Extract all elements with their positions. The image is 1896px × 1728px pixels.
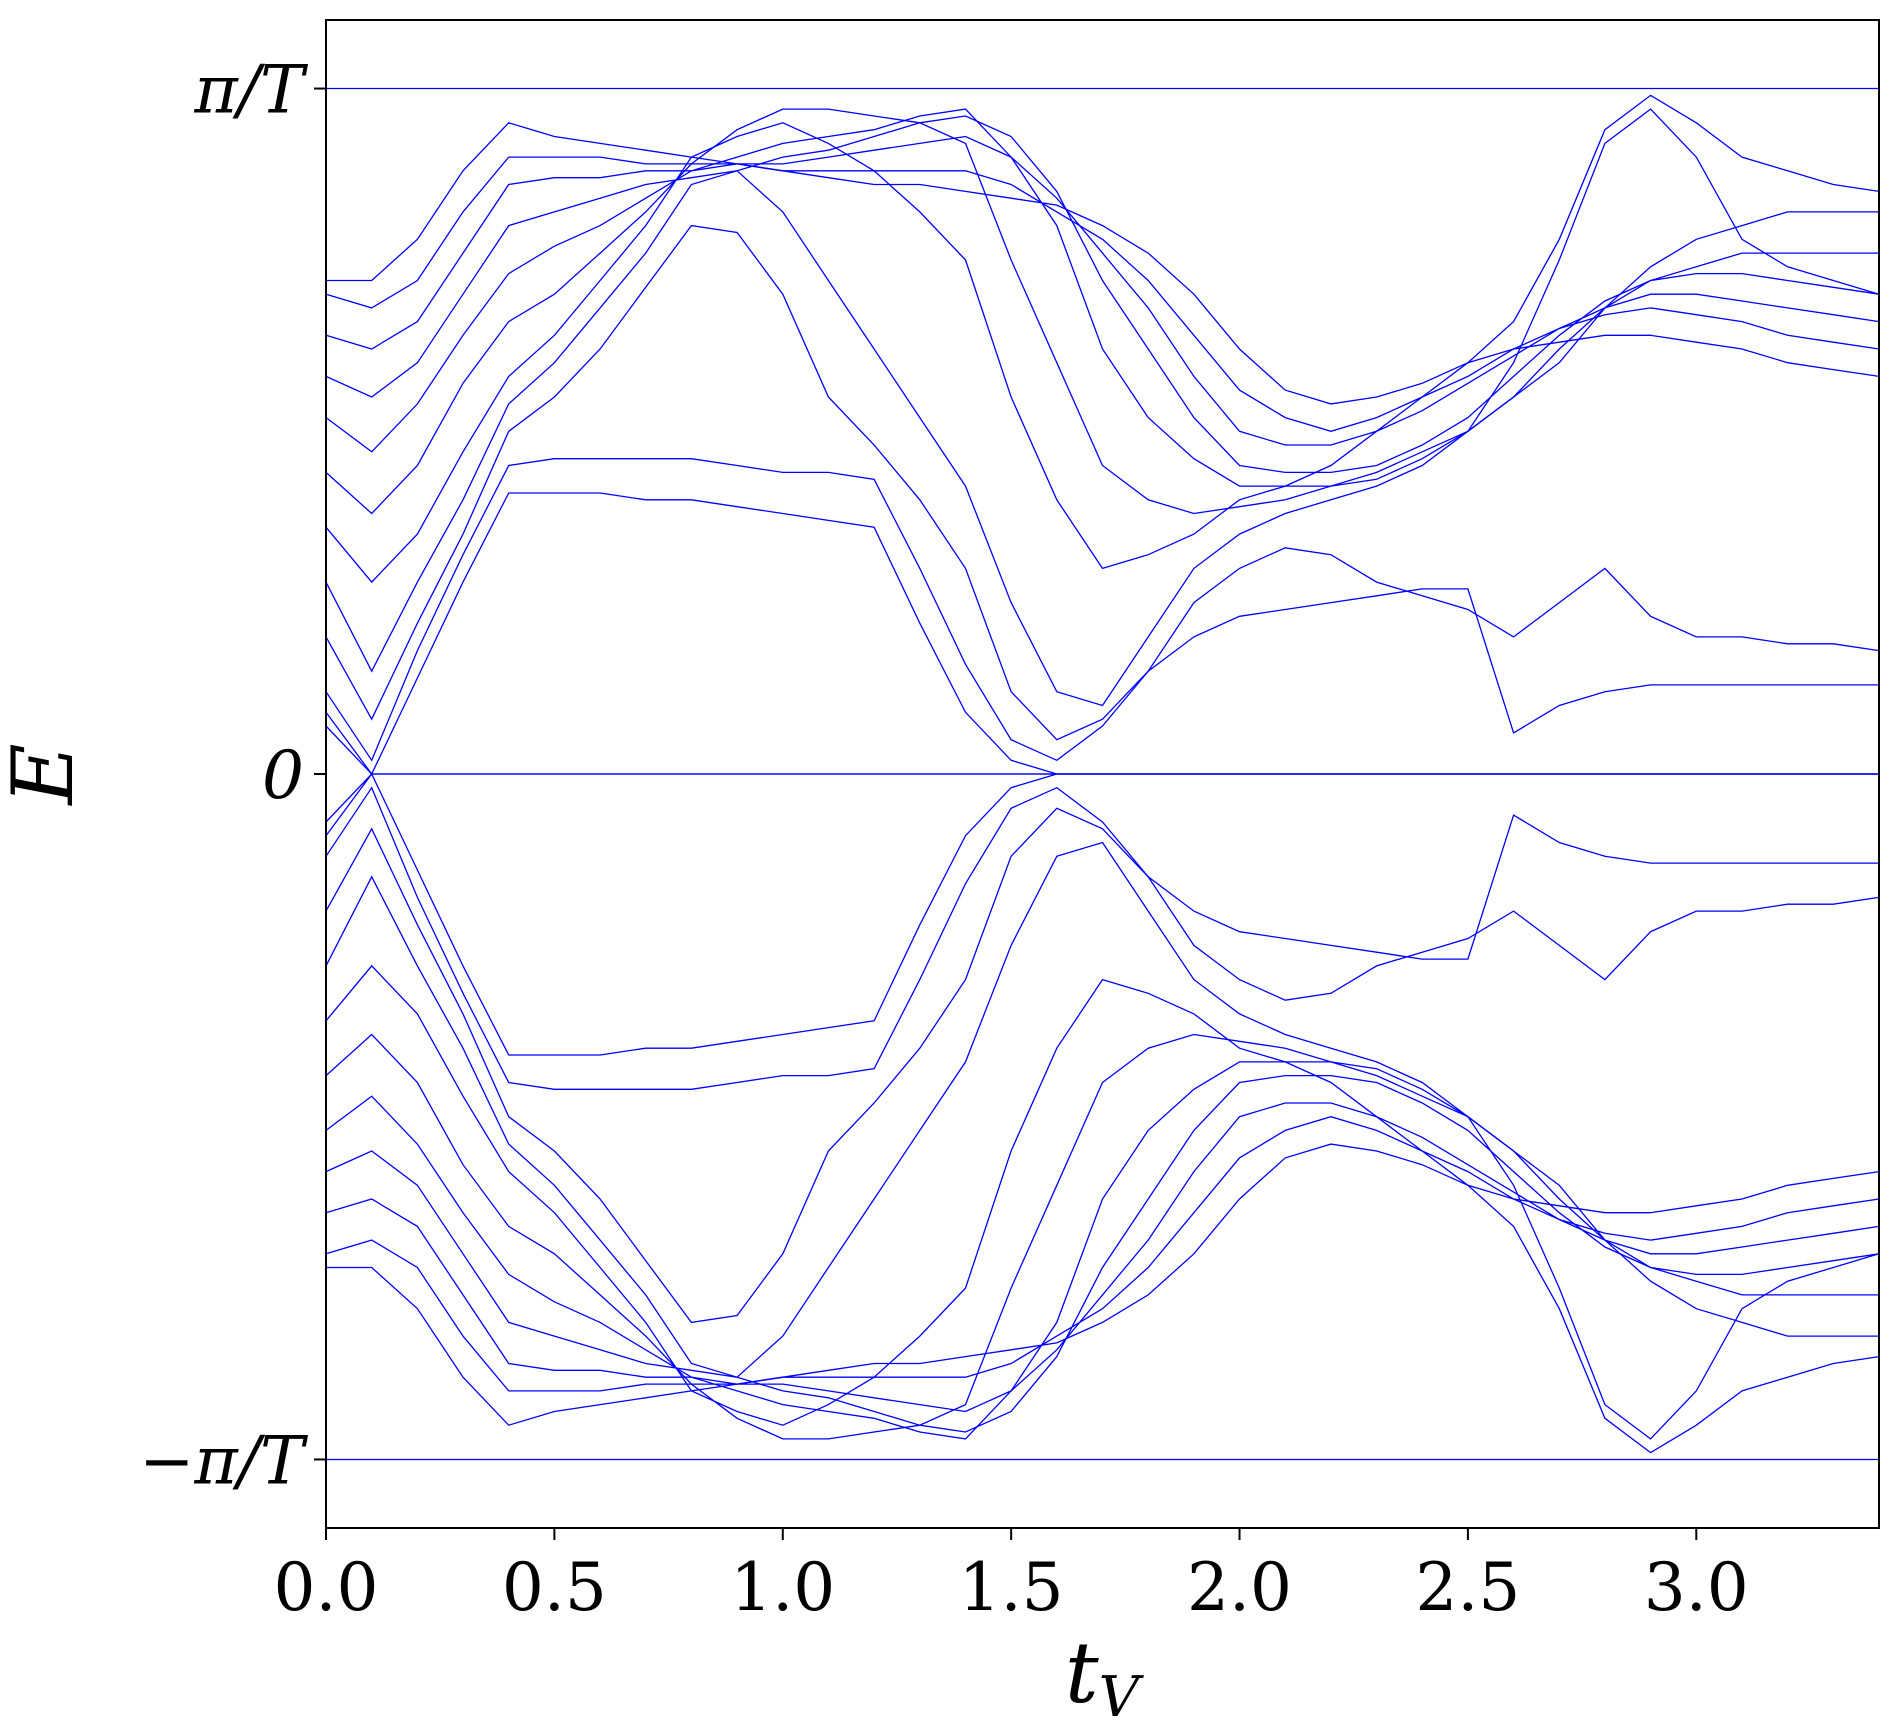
x-axis-label: tV <box>1065 1624 1145 1728</box>
series-line-16 <box>325 841 1880 1440</box>
series-line-17 <box>325 964 1880 1454</box>
y-tick-label-1: 0 <box>262 737 304 814</box>
x-axis-label-subscript: V <box>1099 1665 1145 1728</box>
series-line-9 <box>325 135 1880 446</box>
series-line-11 <box>326 122 1880 405</box>
x-tick-label-2: 1.0 <box>730 1549 835 1626</box>
x-tick-label-0: 0.0 <box>274 1549 379 1626</box>
y-tick-label-0: −π/T <box>139 1422 309 1499</box>
x-tick-label-4: 2.0 <box>1187 1549 1292 1626</box>
x-axis-label-main: t <box>1065 1624 1099 1722</box>
x-tick-label-5: 2.5 <box>1415 1549 1520 1626</box>
x-tick-label-6: 3.0 <box>1644 1549 1749 1626</box>
x-tick-label-1: 0.5 <box>502 1549 607 1626</box>
series-line-5 <box>325 94 1880 584</box>
x-tick-label-3: 1.5 <box>959 1549 1064 1626</box>
series-line-8 <box>325 115 1880 474</box>
y-tick-label-2: π/T <box>193 52 309 129</box>
x-axis-ticks: 0.0 0.5 1.0 1.5 2.0 2.5 3.0 <box>274 1528 1749 1626</box>
series-lines <box>325 87 1880 1461</box>
series-line-13 <box>325 772 1879 1056</box>
series-line-3 <box>325 224 1880 741</box>
series-line-7 <box>325 108 1879 487</box>
series-line-19 <box>325 1061 1879 1440</box>
series-line-20 <box>325 1074 1880 1433</box>
series-line-15 <box>325 807 1880 1324</box>
series-line-23 <box>326 1143 1880 1426</box>
series-line-22 <box>325 1116 1880 1392</box>
series-line-2 <box>325 458 1879 762</box>
series-line-21 <box>325 1102 1880 1413</box>
series-line-14 <box>325 786 1879 1090</box>
y-axis-ticks: −π/T 0 π/T <box>139 52 326 1499</box>
y-axis-label: E <box>0 743 92 806</box>
series-line-10 <box>325 156 1880 432</box>
series-line-4 <box>325 108 1880 707</box>
